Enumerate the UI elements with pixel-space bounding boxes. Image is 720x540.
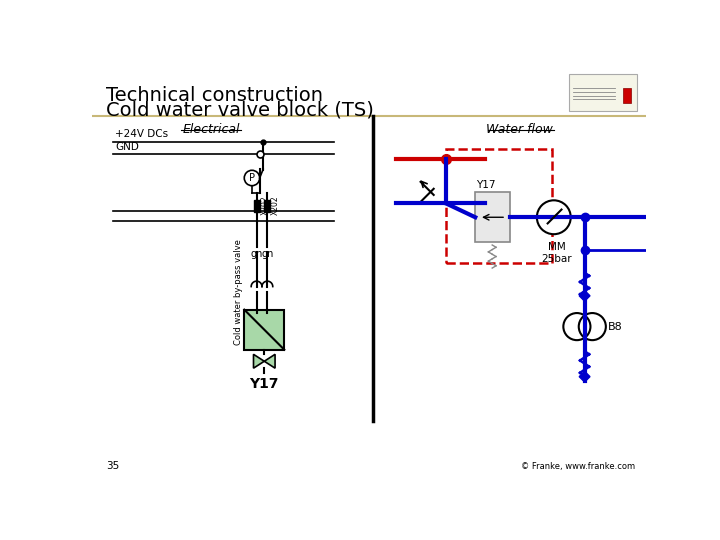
Text: Cold water valve block (TS): Cold water valve block (TS) xyxy=(106,100,374,119)
Text: B8: B8 xyxy=(608,322,623,332)
Text: Electrical: Electrical xyxy=(182,123,240,136)
Bar xyxy=(244,309,284,350)
Bar xyxy=(253,200,260,212)
Polygon shape xyxy=(579,372,590,382)
Text: Cold water by-pass valve: Cold water by-pass valve xyxy=(235,239,243,345)
Polygon shape xyxy=(579,291,590,301)
Text: P: P xyxy=(249,173,255,183)
Bar xyxy=(623,88,631,103)
Text: MM
25bar: MM 25bar xyxy=(541,242,572,264)
Text: GND: GND xyxy=(115,142,139,152)
Text: Technical construction: Technical construction xyxy=(106,86,323,105)
Text: Y17: Y17 xyxy=(250,377,279,390)
Text: gn: gn xyxy=(251,249,263,259)
Text: X202: X202 xyxy=(271,195,280,215)
Text: X202: X202 xyxy=(261,195,269,215)
Text: gn: gn xyxy=(261,249,274,259)
Circle shape xyxy=(537,200,571,234)
Text: Y17: Y17 xyxy=(476,180,495,190)
Bar xyxy=(264,200,271,212)
Bar xyxy=(446,148,552,262)
Text: © Franke, www.franke.com: © Franke, www.franke.com xyxy=(521,462,634,471)
Text: +24V DCs: +24V DCs xyxy=(115,130,168,139)
Bar xyxy=(475,192,510,242)
Text: Water flow: Water flow xyxy=(486,123,552,136)
Polygon shape xyxy=(253,354,264,368)
Polygon shape xyxy=(264,354,275,368)
Bar xyxy=(570,74,637,111)
Text: 35: 35 xyxy=(106,461,119,471)
